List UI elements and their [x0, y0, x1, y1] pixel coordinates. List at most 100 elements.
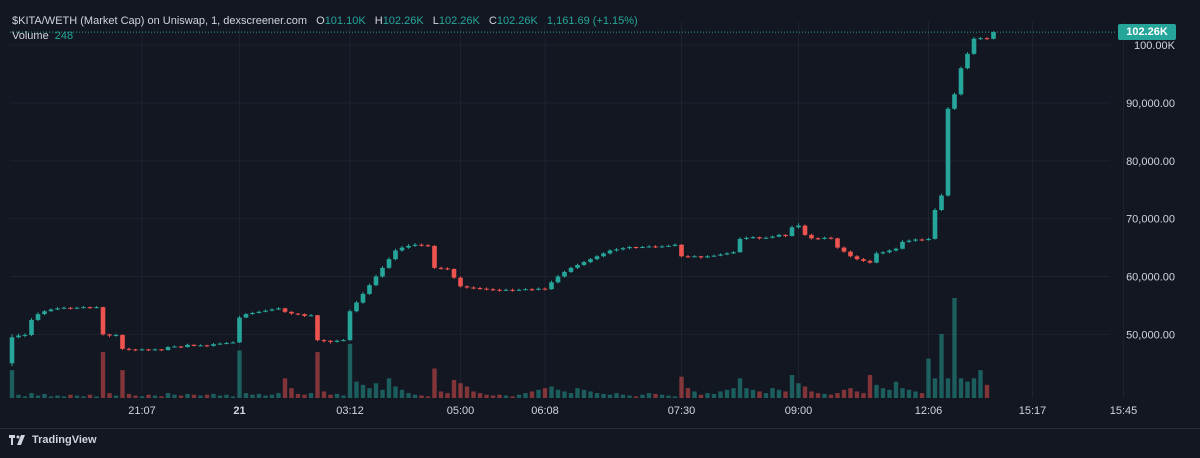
volume-bar	[152, 395, 158, 398]
candle-body	[646, 246, 652, 248]
candle-body	[724, 253, 730, 255]
y-tick-label: 70,000.00	[1126, 214, 1175, 226]
candle-body	[952, 94, 957, 109]
volume-bar	[698, 394, 704, 398]
candle-body	[451, 269, 457, 278]
low-label: L	[432, 15, 439, 27]
candle-body	[126, 348, 132, 350]
volume-bar	[744, 388, 749, 398]
volume-bar	[334, 393, 340, 398]
candle-body	[783, 234, 788, 237]
brand[interactable]: TradingView	[9, 434, 97, 446]
volume-bar	[900, 388, 905, 398]
volume-bar	[737, 378, 743, 398]
candle-body	[302, 314, 307, 316]
volume-bar	[549, 386, 554, 398]
volume-bar	[757, 391, 762, 398]
volume-bar	[22, 396, 28, 398]
brand-name: TradingView	[32, 434, 97, 446]
x-tick-label: 03:12	[336, 405, 364, 417]
volume-bar	[926, 358, 931, 398]
candle-body	[484, 288, 489, 290]
volume-bar	[516, 394, 522, 398]
candle-body	[380, 267, 385, 277]
candle-body	[581, 262, 587, 265]
volume-bar	[412, 394, 418, 398]
candle-body	[87, 307, 93, 309]
volume-bar	[74, 395, 80, 398]
volume-bar	[289, 388, 294, 398]
candle-body	[861, 259, 866, 261]
volume-bar	[575, 388, 580, 398]
candle-body	[497, 289, 502, 291]
volume-bar	[601, 393, 606, 398]
candle-body	[789, 227, 795, 237]
candle-body	[269, 309, 275, 311]
volume-bar	[958, 378, 964, 398]
volume-bar	[666, 395, 671, 398]
candle-body	[263, 310, 268, 312]
symbol-title[interactable]: $KITA/WETH (Market Cap) on Uniswap, 1, d…	[12, 15, 308, 27]
candle-body	[809, 234, 814, 239]
volume-bar	[315, 352, 320, 398]
candle-body	[822, 237, 827, 239]
high-label: H	[374, 15, 383, 27]
candle-body	[653, 246, 658, 248]
x-tick-label: 06:08	[531, 405, 559, 417]
volume-bar	[692, 391, 697, 398]
volume-bar	[679, 376, 684, 398]
volume-bar	[523, 393, 528, 398]
candle-body	[432, 245, 437, 268]
volume-bar	[789, 375, 795, 398]
volume-bar	[796, 383, 801, 398]
candle-body	[705, 256, 710, 258]
volume-bar	[484, 394, 489, 398]
candle-body	[133, 349, 138, 351]
volume-bar	[984, 384, 990, 398]
y-tick-label: 90,000.00	[1126, 98, 1175, 110]
volume-bar	[776, 389, 782, 398]
candle-body	[107, 334, 112, 336]
volume-bar	[607, 394, 613, 398]
candle-body	[633, 247, 639, 249]
candle-body	[237, 317, 242, 343]
candle-body	[250, 312, 255, 315]
candle-body	[120, 334, 125, 349]
candle-body	[536, 288, 541, 290]
candle-body	[29, 319, 34, 335]
volume-bar	[250, 394, 255, 398]
candle-body	[185, 344, 190, 348]
volume-bar	[16, 394, 21, 398]
volume-bar	[588, 391, 593, 398]
volume-bar	[653, 393, 658, 398]
volume-bar	[802, 386, 808, 398]
volume-bar	[94, 396, 99, 398]
volume-bar	[854, 391, 860, 398]
low-value: 102.26K	[438, 15, 480, 27]
x-tick-label: 12:06	[915, 405, 943, 417]
candle-body	[419, 244, 424, 246]
volume-bar	[451, 379, 457, 398]
volume-bar	[211, 393, 216, 398]
volume-bar	[360, 384, 366, 398]
y-tick-label: 80,000.00	[1126, 156, 1175, 168]
volume-bar	[627, 395, 632, 398]
candle-body	[958, 68, 964, 95]
volume-bar	[965, 381, 970, 398]
candle-body	[731, 252, 736, 254]
open-label: O	[316, 15, 325, 27]
candle-body	[750, 237, 756, 239]
volume-bar	[406, 393, 411, 398]
volume-bar	[913, 391, 918, 398]
volume-bar	[198, 395, 203, 398]
volume-bar	[705, 393, 710, 398]
candle-body	[900, 241, 905, 249]
volume-bar	[640, 394, 645, 398]
volume-bar	[81, 396, 86, 398]
volume-bar	[224, 394, 229, 398]
x-tick-label: 05:00	[447, 405, 475, 417]
candle-body	[48, 309, 54, 312]
candle-body	[172, 346, 177, 348]
